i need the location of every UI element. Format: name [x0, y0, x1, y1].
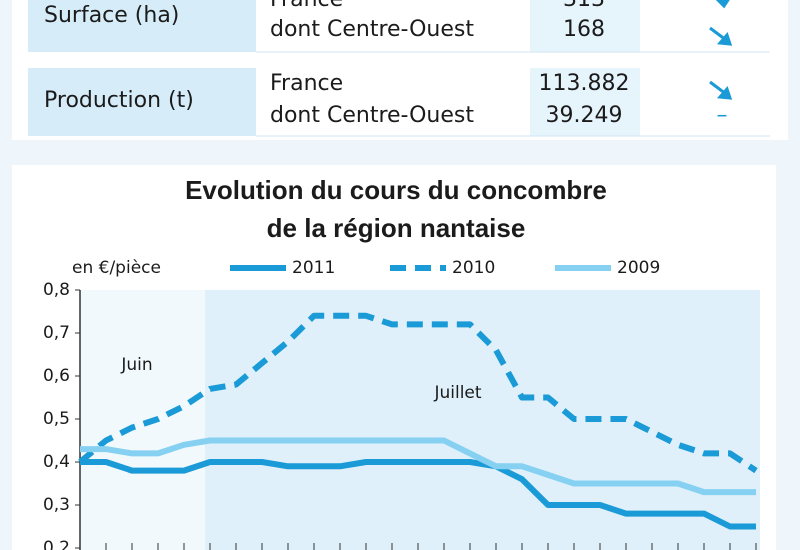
region: France [270, 0, 343, 12]
label-cell [28, 0, 256, 52]
annotation: Juin [120, 355, 152, 375]
juin-region [80, 290, 205, 550]
trend: – [717, 103, 728, 128]
value-cell [530, 68, 640, 136]
region: dont Centre-Ouest [270, 103, 474, 128]
value: 313 [563, 0, 605, 12]
y-tick-label: 0,7 [43, 323, 70, 343]
value: 39.249 [546, 103, 623, 128]
series-line [80, 437, 756, 496]
unit: en €/pièce [72, 258, 161, 278]
region: France [270, 71, 343, 96]
chart-title: Evolution du cours du concombre [185, 175, 607, 205]
value: 113.882 [539, 71, 630, 96]
legend-label: 2011 [292, 258, 335, 278]
y-tick-label: 0,5 [43, 409, 70, 429]
legend-label: 2009 [617, 258, 660, 278]
y-tick-label: 0,2 [43, 538, 70, 550]
label-cell [28, 68, 256, 136]
trend-arrows [709, 0, 733, 100]
chart-subtitle: de la région nantaise [267, 213, 526, 243]
y-tick-label: 0,4 [43, 452, 70, 472]
row-label: Surface (ha) [44, 3, 179, 28]
annotation: Juillet [433, 383, 481, 403]
y-tick-label: 0,6 [43, 366, 70, 386]
value: 168 [563, 17, 605, 42]
series-line [78, 312, 758, 474]
y-tick-label: 0,8 [43, 280, 70, 300]
region: dont Centre-Ouest [270, 17, 474, 42]
row-label: Production (t) [44, 88, 194, 113]
value-cell [530, 0, 640, 52]
legend-label: 2010 [452, 258, 495, 278]
y-tick-label: 0,3 [43, 495, 70, 515]
series-line [80, 459, 756, 530]
